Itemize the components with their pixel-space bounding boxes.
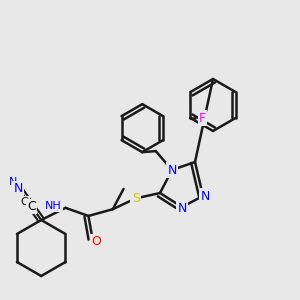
Text: F: F (199, 112, 206, 124)
Text: C: C (21, 197, 28, 207)
Text: C: C (27, 200, 36, 213)
Text: O: O (92, 236, 101, 248)
Text: N: N (177, 202, 187, 215)
Text: N: N (200, 190, 210, 202)
Text: N: N (9, 177, 17, 187)
Text: N: N (14, 182, 23, 196)
Text: N: N (167, 164, 177, 176)
Text: NH: NH (45, 201, 61, 211)
Text: S: S (132, 192, 140, 205)
